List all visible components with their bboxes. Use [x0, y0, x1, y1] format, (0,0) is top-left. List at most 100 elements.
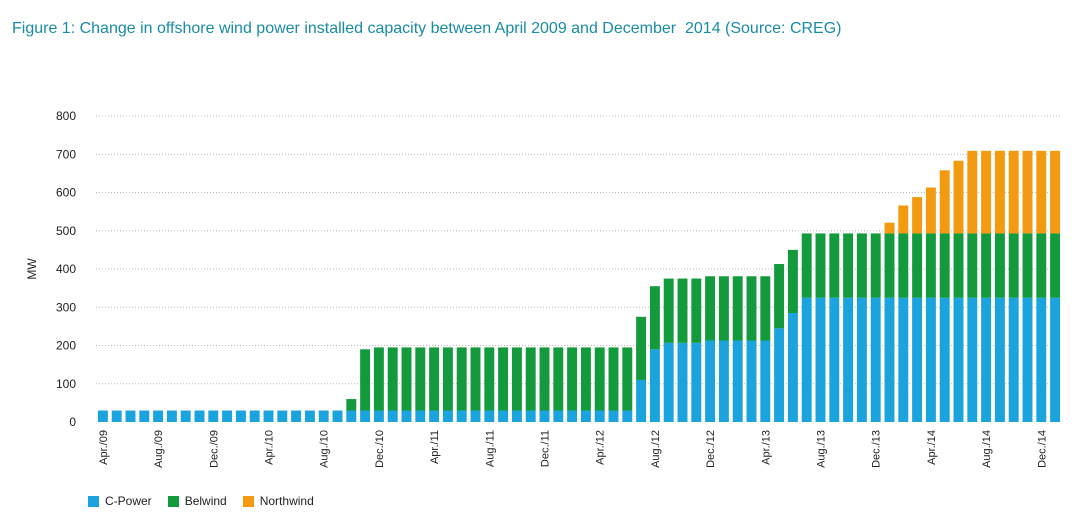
bar-cpower	[539, 410, 550, 422]
bar-belwind	[401, 347, 412, 411]
legend-item: Northwind	[242, 494, 314, 508]
bar-belwind	[953, 233, 964, 298]
x-tick-label: Dec./10	[374, 430, 386, 468]
bar-cpower	[180, 410, 191, 422]
bar-belwind	[594, 347, 605, 411]
bar-cpower	[760, 340, 771, 422]
bar-cpower	[498, 410, 509, 422]
bar-cpower	[939, 297, 950, 422]
bar-cpower	[649, 349, 660, 422]
bar-northwind	[1022, 150, 1033, 234]
x-tick-label: Apr./14	[926, 430, 938, 465]
bar-belwind	[815, 233, 826, 298]
bar-belwind	[373, 347, 384, 411]
bar-cpower	[580, 410, 591, 422]
bar-northwind	[1050, 150, 1061, 234]
x-tick-label: Aug./12	[650, 430, 662, 468]
x-tick-label: Aug./10	[319, 430, 331, 468]
x-tick-label: Aug./13	[816, 430, 828, 468]
bar-cpower	[97, 410, 108, 422]
x-tick-label: Aug./11	[484, 430, 496, 467]
bar-cpower	[139, 410, 150, 422]
bar-cpower	[898, 297, 909, 422]
bar-northwind	[939, 170, 950, 234]
bar-cpower	[553, 410, 564, 422]
x-tick-label: Dec./13	[871, 430, 883, 468]
bar-belwind	[622, 347, 633, 411]
x-tick-label: Apr./10	[264, 430, 276, 465]
bar-northwind	[994, 150, 1005, 234]
bar-cpower	[1008, 297, 1019, 422]
bar-cpower	[774, 328, 785, 422]
bar-cpower	[249, 410, 260, 422]
bar-belwind	[856, 233, 867, 298]
legend-swatch	[167, 495, 179, 507]
bar-belwind	[1050, 233, 1061, 298]
bar-belwind	[649, 286, 660, 350]
bar-belwind	[925, 233, 936, 298]
bar-belwind	[498, 347, 509, 411]
bar-cpower	[373, 410, 384, 422]
bar-cpower	[925, 297, 936, 422]
bar-cpower	[567, 410, 578, 422]
y-tick-label: 800	[56, 109, 76, 123]
x-tick-label: Dec./11	[540, 430, 552, 467]
bar-northwind	[898, 205, 909, 234]
bar-cpower	[608, 410, 619, 422]
bar-belwind	[567, 347, 578, 411]
x-tick-label: Apr./13	[760, 430, 772, 465]
bar-cpower	[332, 410, 343, 422]
bar-belwind	[760, 276, 771, 341]
bar-cpower	[1036, 297, 1047, 422]
bar-cpower	[663, 342, 674, 422]
legend-item: C-Power	[88, 494, 152, 508]
bar-belwind	[429, 347, 440, 411]
bar-northwind	[925, 187, 936, 234]
legend-label: Belwind	[184, 494, 227, 508]
bar-belwind	[470, 347, 481, 411]
bar-belwind	[636, 316, 647, 380]
bar-cpower	[511, 410, 522, 422]
bar-cpower	[884, 297, 895, 422]
bar-northwind	[884, 222, 895, 234]
bar-cpower	[277, 410, 288, 422]
bar-cpower	[318, 410, 329, 422]
bar-belwind	[691, 278, 702, 343]
bar-belwind	[442, 347, 453, 411]
bar-cpower	[953, 297, 964, 422]
bar-belwind	[801, 233, 812, 298]
bar-cpower	[346, 410, 357, 422]
bar-belwind	[525, 347, 536, 411]
bar-cpower	[470, 410, 481, 422]
bar-belwind	[511, 347, 522, 411]
bar-cpower	[166, 410, 177, 422]
y-tick-label: 200	[56, 339, 76, 353]
bar-cpower	[856, 297, 867, 422]
bar-cpower	[153, 410, 164, 422]
bar-cpower	[912, 297, 923, 422]
y-tick-label: 600	[56, 186, 76, 200]
bar-northwind	[981, 150, 992, 234]
bar-cpower	[746, 340, 757, 422]
bar-cpower	[208, 410, 219, 422]
bars	[97, 150, 1061, 422]
bar-belwind	[663, 278, 674, 343]
y-tick-label: 400	[56, 262, 76, 276]
bar-belwind	[677, 278, 688, 343]
bar-cpower	[111, 410, 122, 422]
bar-belwind	[898, 233, 909, 298]
bar-belwind	[912, 233, 923, 298]
bar-belwind	[456, 347, 467, 411]
bar-belwind	[746, 276, 757, 341]
bar-belwind	[718, 276, 729, 341]
bar-cpower	[829, 297, 840, 422]
bar-cpower	[387, 410, 398, 422]
bar-cpower	[787, 312, 798, 422]
bar-cpower	[732, 340, 743, 422]
bar-belwind	[705, 276, 716, 341]
bar-cpower	[429, 410, 440, 422]
bar-cpower	[304, 410, 315, 422]
bar-belwind	[346, 399, 357, 411]
bar-cpower	[994, 297, 1005, 422]
bar-northwind	[1008, 150, 1019, 234]
